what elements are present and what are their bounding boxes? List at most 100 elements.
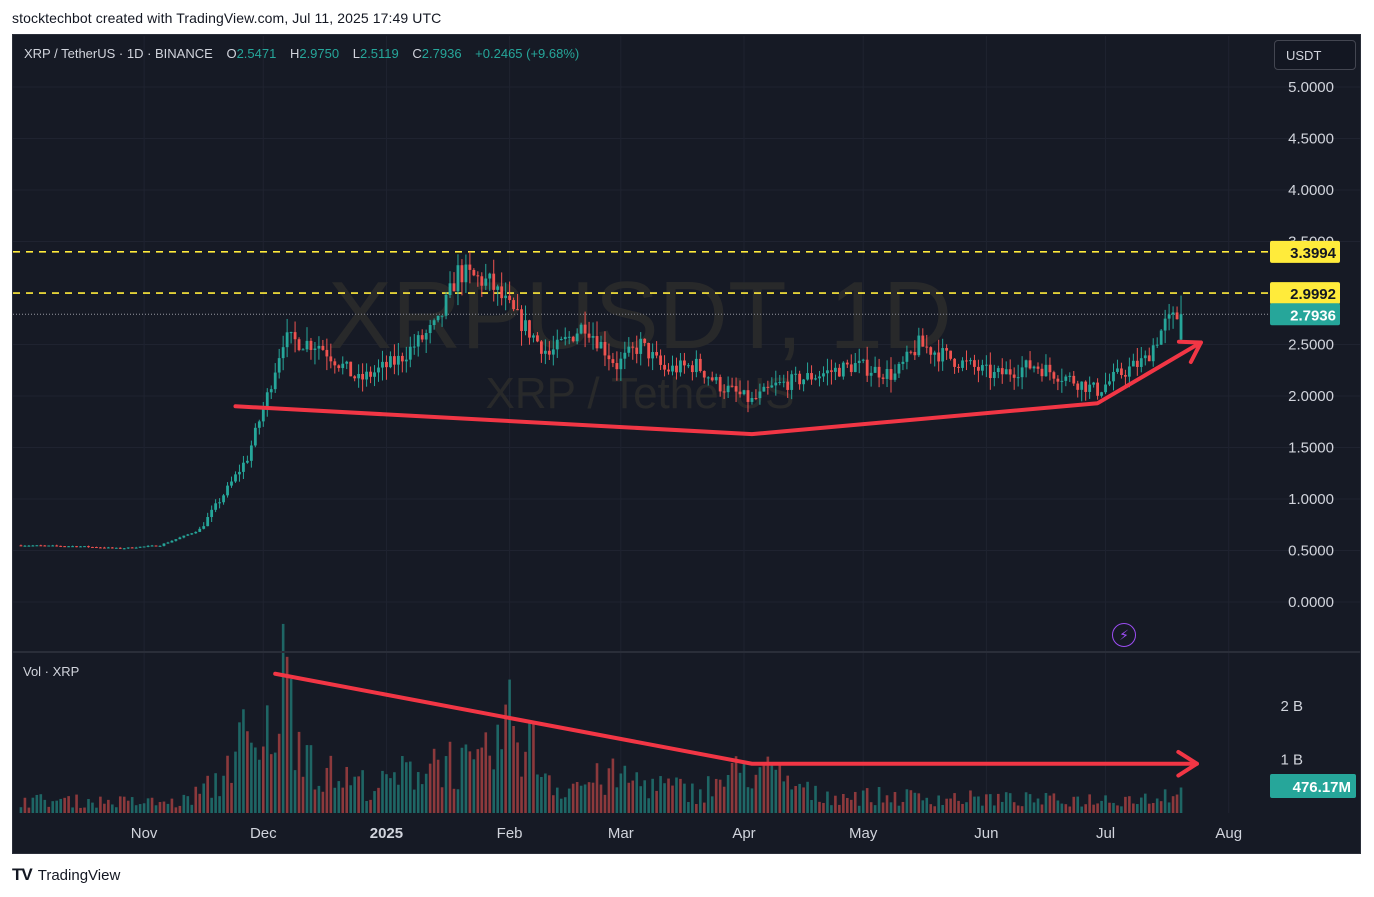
candle-body <box>730 385 734 387</box>
candle-body <box>154 545 158 547</box>
volume-bar <box>1084 804 1087 813</box>
candle-body <box>690 365 694 373</box>
volume-bar <box>913 792 917 813</box>
volume-bar <box>1052 793 1056 813</box>
volume-bar <box>961 803 964 813</box>
volume-bar <box>643 780 646 813</box>
volume-bar <box>587 782 591 813</box>
volume-bar <box>250 742 253 813</box>
volume-bar <box>460 747 464 813</box>
volume-bars <box>19 623 1183 813</box>
time-axis: Nov Dec 2025 Feb Mar Apr May Jun Jul Aug <box>131 825 1242 842</box>
volume-bar <box>305 745 309 813</box>
volume-bar <box>504 704 507 813</box>
volume-bar <box>985 794 988 813</box>
volume-bar <box>75 794 78 813</box>
candle-body <box>35 545 39 547</box>
volume-bar <box>559 798 563 813</box>
candle-body <box>539 341 543 354</box>
volume-bar <box>1096 803 1099 813</box>
volume-bar <box>107 799 110 813</box>
volume-bar <box>512 725 515 813</box>
volume-bar <box>385 774 388 813</box>
volume-bar <box>532 723 535 813</box>
volume-bar <box>146 798 150 813</box>
lightning-icon[interactable]: ⚡ <box>1112 623 1136 647</box>
volume-bar <box>416 772 420 813</box>
candle-body <box>496 286 500 290</box>
candle-body <box>953 358 956 367</box>
candle-body <box>1147 355 1151 362</box>
volume-bar <box>1048 795 1052 813</box>
volume-bar <box>150 797 154 813</box>
candle-body <box>627 346 631 353</box>
volume-bar <box>373 791 376 813</box>
candle-body <box>146 545 150 547</box>
volume-bar <box>575 782 579 813</box>
candle-body <box>261 408 265 422</box>
volume-bar <box>234 751 237 813</box>
volume-bar <box>329 755 333 813</box>
volume-bar <box>1036 798 1040 813</box>
volume-bar <box>969 790 972 813</box>
annotation-line <box>273 671 1199 766</box>
candle-body <box>27 545 31 547</box>
volume-bar <box>456 789 460 813</box>
volume-bar <box>734 756 738 813</box>
price-tag-box <box>1270 303 1340 326</box>
candle-body <box>1040 368 1044 377</box>
volume-bar <box>95 807 98 813</box>
volume-bar <box>838 804 841 813</box>
volume-bar <box>540 776 543 813</box>
candle-body <box>281 347 285 359</box>
volume-bar <box>921 800 925 813</box>
volume-bar <box>1064 804 1068 813</box>
candle-body <box>242 462 245 472</box>
volume-bar <box>289 678 293 813</box>
chart-frame[interactable] <box>12 34 1361 854</box>
candle-body <box>1072 375 1076 384</box>
candle-body <box>861 359 865 361</box>
candle-body <box>150 545 154 547</box>
candle-body <box>917 335 921 356</box>
volume-bar <box>770 763 774 813</box>
volume-bar <box>611 758 615 813</box>
candle-body <box>762 386 766 392</box>
volume-bar <box>782 781 786 813</box>
volume-bar <box>520 776 523 813</box>
volume-bar <box>750 788 754 813</box>
volume-bar <box>130 797 134 813</box>
candle-body <box>59 545 63 547</box>
price-tag-label: 3.3994 <box>1290 245 1337 262</box>
volume-bar <box>893 792 897 813</box>
currency-button[interactable]: USDT <box>1274 40 1356 70</box>
volume-bar <box>166 803 170 813</box>
candle-body <box>134 547 138 549</box>
candle-body <box>19 545 23 547</box>
volume-bar <box>424 773 428 813</box>
volume-bar <box>706 776 710 813</box>
volume-bar <box>198 793 202 813</box>
volume-bar <box>488 755 492 813</box>
volume-bar <box>126 800 130 813</box>
candle-body <box>114 547 118 549</box>
volume-bar <box>996 793 1000 813</box>
volume-bar <box>254 747 257 813</box>
volume-bar <box>202 783 205 813</box>
volume-bar <box>818 801 821 813</box>
candle-body <box>1052 372 1056 379</box>
candle-body <box>504 295 508 299</box>
candle-body <box>969 360 972 362</box>
volume-bar <box>210 797 213 813</box>
candle-body <box>778 381 782 383</box>
volume-bar <box>1032 802 1036 813</box>
volume-bar <box>929 804 933 813</box>
time-tick-label: Aug <box>1215 825 1242 842</box>
volume-bar <box>853 791 857 813</box>
candle-body <box>392 356 396 365</box>
volume-bar <box>206 775 209 813</box>
candle-body <box>31 545 35 547</box>
candle-body <box>420 335 424 340</box>
volume-bar <box>762 762 766 813</box>
